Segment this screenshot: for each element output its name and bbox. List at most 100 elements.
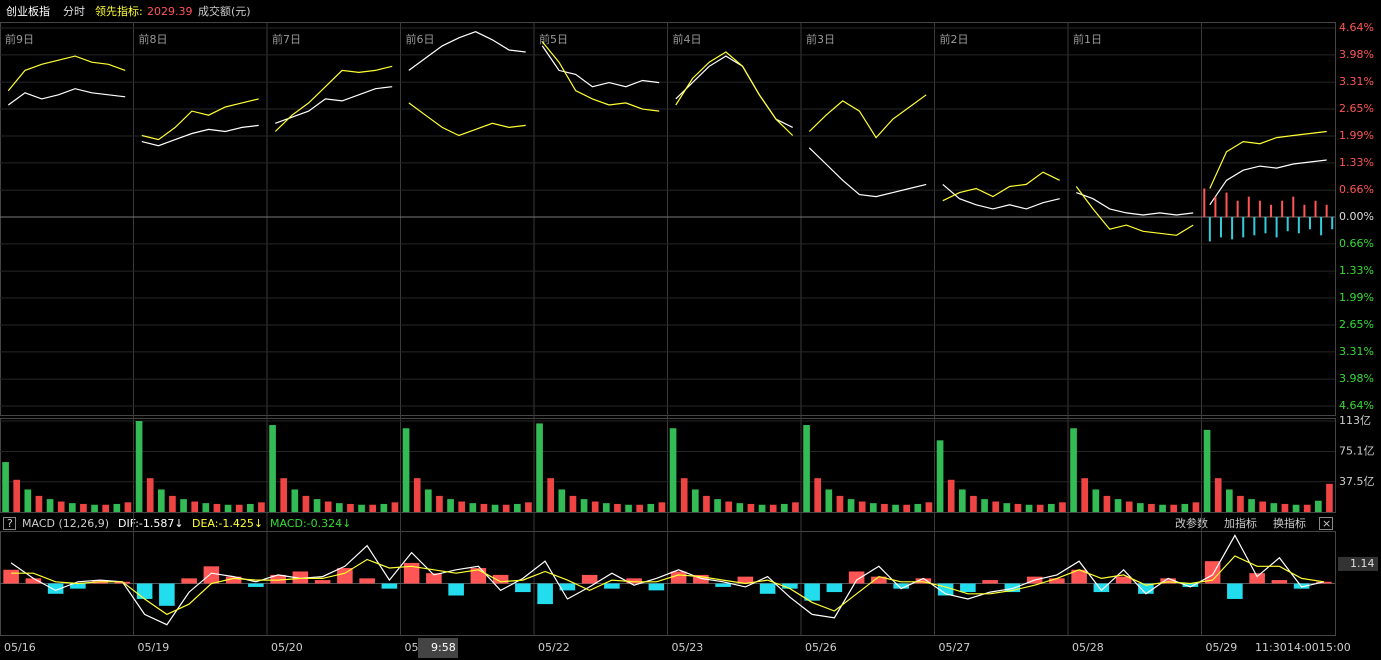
volume-bar [869,503,877,512]
volume-bar [914,503,922,512]
dea-label: DEA:-1.425↓ [192,517,263,530]
diff-bar [1203,188,1206,217]
time-label: 14:00 [1287,641,1319,654]
macd-bar [248,583,264,587]
date-label: 05/22 [538,641,570,654]
volume-bar [881,503,888,512]
price-line [274,65,393,132]
price-line [808,147,927,198]
volume-bar [1326,483,1333,512]
macd-bar [70,583,86,589]
macd-bar [648,583,665,591]
volume-bar [80,503,87,512]
volume-bar [703,495,710,512]
diff-bar [1231,217,1234,240]
macd-bar [225,576,242,584]
macd-bar [1071,569,1087,584]
button[interactable]: 加指标 [1224,516,1257,530]
volume-bar [380,503,388,512]
y-tick-label: 1.99% [1339,129,1374,142]
volume-bar [758,504,766,512]
volume-bar [925,502,933,512]
macd-bar [1249,573,1265,584]
day-label: 前5日 [539,32,568,46]
macd-bar [136,583,153,599]
volume-bar [525,502,532,512]
macd-bar [270,574,286,584]
mode[interactable]: 分时 [63,5,85,18]
diff-bar [1219,217,1222,238]
volume-bar [858,501,866,512]
button[interactable]: 改参数 [1175,516,1208,530]
macd-bar [715,583,731,587]
volume-bar [324,501,332,512]
volume-bar [24,489,32,512]
macd-bar [626,578,642,584]
date-label: 05/20 [271,641,303,654]
help-box[interactable] [3,517,16,530]
volume-bar [691,489,699,512]
macd-bar [782,583,798,589]
price-line [1209,130,1327,189]
volume-bar [291,489,299,512]
macd-bar [982,580,998,584]
volume-bar [1148,503,1155,512]
diff-bar [1331,217,1334,230]
y-tick-label: 1.99% [1339,291,1374,304]
volume-bar [102,504,110,512]
volume-bar [335,503,343,512]
volume-bar [391,502,399,512]
volume-bar [769,504,777,512]
y-tick-label: 2.65% [1339,318,1374,331]
volume-bar [747,503,755,512]
y-tick-label: 4.64% [1339,21,1374,34]
macd-bar [848,571,865,584]
tick-box [1338,556,1378,571]
help-icon: ? [7,517,13,530]
button[interactable]: 换指标 [1273,516,1306,530]
volume-bar [1237,495,1244,512]
price-line [942,171,1060,202]
close-box[interactable] [1319,517,1333,530]
indicator-label: 领先指标: [95,4,143,18]
volume-bar [1136,503,1144,512]
volume-bar [1014,503,1022,512]
volume-bar [157,489,165,512]
date-label: 05/ [405,641,423,654]
y-tick-label: 0.66% [1339,183,1374,196]
y-tick-label: 3.31% [1339,345,1374,358]
volume-bar [892,504,899,512]
volume-bar [1170,504,1178,512]
diff-bar [1286,217,1289,232]
volume-bar [547,478,555,512]
macd-bar [515,583,531,593]
diff-bar [1303,204,1306,217]
volume-bar [46,499,54,512]
volume-bar [658,502,666,512]
volume-bar [903,504,911,512]
day-label: 前4日 [673,32,702,46]
volume-bar [413,478,421,512]
diff-bar [1225,192,1228,217]
y-tick-label: 37.5亿 [1339,475,1375,488]
macd-bar [581,574,598,584]
volume-bar [1225,489,1233,512]
volume-bar [970,495,977,512]
y-tick-label: 1.33% [1339,264,1374,277]
macd-bar [960,583,976,593]
y-tick-label: 0.00% [1339,210,1374,223]
volume-bar [814,478,822,512]
diff-bar [1275,217,1278,238]
macd-bar [25,578,42,584]
volume-bar [91,504,98,512]
volume-bar [825,489,833,512]
macd-bar [337,568,353,584]
volume-bar [1214,478,1222,512]
y-tick-label: 3.31% [1339,75,1374,88]
cursor-label: 9:58 [431,641,456,654]
macd-bar [1115,576,1132,584]
volume-bar [480,503,488,512]
volume-bar [1303,504,1311,512]
macd-bar [1004,583,1021,593]
volume-bar [1092,489,1100,512]
